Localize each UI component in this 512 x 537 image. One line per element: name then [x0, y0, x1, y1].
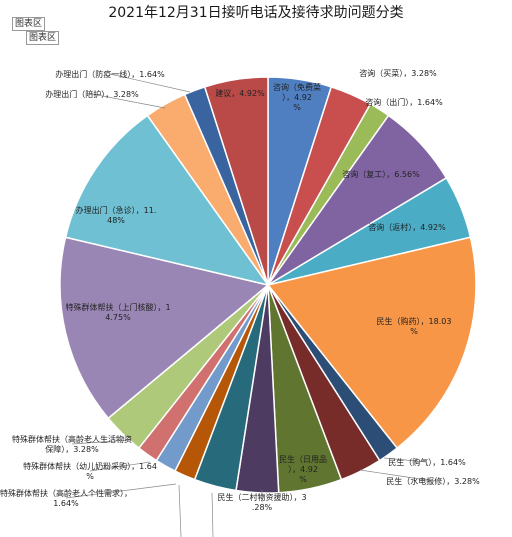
pie-slices: [59, 76, 477, 494]
slice-label: 特殊群体帮扶（高龄老人生活物资保障），3.28%: [12, 434, 132, 454]
leader-line: [65, 483, 177, 499]
slice-label: 咨询（买菜），3.28%: [359, 68, 437, 78]
pie-slice[interactable]: [203, 76, 269, 286]
slice-label: 民生（购气），1.64%: [388, 457, 466, 467]
slice-label: 咨询（出门），1.64%: [365, 97, 443, 107]
slice-label: 咨询（免费菜），4.92%: [273, 82, 321, 112]
slice-label: 办理出门（陪护），3.28%: [45, 89, 139, 99]
slice-label: 民生（日用品），4.92%: [279, 454, 327, 484]
slice-label: 民生（水电报修），3.28%: [386, 476, 480, 486]
label-leader-lines: [65, 73, 434, 537]
slice-label: 特殊群体帮扶（上门核酸），1 4.75%: [65, 302, 170, 322]
leader-line: [71, 439, 131, 445]
slice-label: 特殊群体帮扶（高龄老人个性需求）， 1.64%: [0, 488, 132, 508]
slice-labels: 咨询（免费菜），4.92 % 咨询（买菜），3.28% 咨询（出门），1.64% 咨询（…: [0, 68, 480, 512]
pie-slice[interactable]: [64, 114, 270, 287]
slice-label: 办理出门（急诊），11. 48%: [76, 205, 157, 225]
slice-label: 特殊群体帮扶（幼儿奶粉采购），1.64%: [23, 461, 157, 481]
leader-line: [359, 469, 434, 482]
slice-label: 咨询（返村），4.92%: [368, 222, 446, 232]
pie-slice[interactable]: [266, 236, 477, 450]
leader-line: [383, 457, 428, 463]
leader-line: [89, 461, 151, 472]
slice-label: 办理出门（防疫一线），1.64%: [55, 69, 165, 79]
chart-area-tag[interactable]: 图表区: [12, 17, 46, 31]
leader-line: [178, 484, 182, 537]
leader-line: [109, 73, 191, 93]
leader-line: [211, 492, 214, 537]
slice-label: 咨询（复工），6.56%: [342, 169, 420, 179]
slice-label: 民生（二村物资援助），3.28%: [217, 492, 306, 512]
slice-label: 民生（购药），18.03%: [377, 316, 452, 336]
leader-line: [91, 93, 166, 109]
slice-label: 建议，4.92%: [215, 88, 265, 98]
chart-title: 2021年12月31日接听电话及接待求助问题分类: [108, 5, 404, 21]
pie-slice[interactable]: [59, 236, 270, 420]
chart-area-tag[interactable]: 图表区: [26, 31, 60, 45]
